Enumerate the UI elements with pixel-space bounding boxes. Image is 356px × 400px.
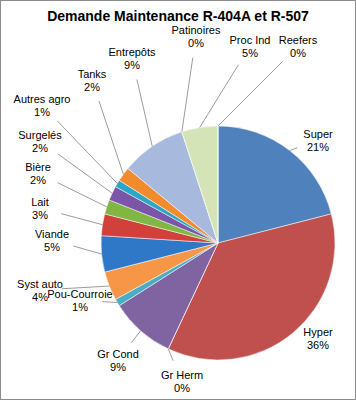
frame: [1, 1, 356, 400]
leader-line: [200, 65, 239, 128]
leader-line: [102, 302, 117, 303]
leader-line: [182, 58, 193, 132]
leader-line: [57, 121, 117, 184]
category-label: Gr Herm: [161, 369, 203, 381]
leader-line: [290, 148, 298, 151]
category-label: Bière: [25, 161, 51, 173]
category-label: Viande: [35, 228, 69, 240]
value-label: 0%: [174, 382, 190, 394]
category-label: Proc Ind: [230, 34, 271, 46]
leader-line: [58, 183, 107, 207]
leader-line: [168, 349, 173, 361]
value-label: 2%: [30, 174, 46, 186]
leader-line: [218, 62, 282, 126]
category-label: Autres agro: [14, 93, 71, 105]
value-label: 21%: [307, 141, 329, 153]
value-label: 5%: [242, 47, 258, 59]
value-label: 5%: [44, 241, 60, 253]
value-label: 36%: [307, 339, 329, 351]
leader-line: [99, 101, 123, 174]
leader-line: [61, 214, 102, 225]
value-label: 9%: [124, 59, 140, 71]
category-label: Hyper: [303, 326, 333, 338]
slice: [218, 126, 219, 243]
category-label: Super: [303, 128, 333, 140]
chart: Demande Maintenance R-404A et R-507 Super…: [0, 0, 356, 400]
value-label: 9%: [110, 361, 126, 373]
category-label: Patinoires: [172, 24, 221, 36]
category-label: Reefers: [279, 34, 318, 46]
category-label: Gr Cond: [97, 348, 139, 360]
title: Demande Maintenance R-404A et R-507: [47, 8, 309, 24]
value-label: 0%: [188, 37, 204, 49]
leader-line: [62, 286, 109, 289]
category-label: Syst auto: [17, 278, 63, 290]
category-label: Tanks: [78, 68, 107, 80]
value-label: 2%: [32, 142, 48, 154]
leader-line: [137, 79, 152, 146]
category-label: Surgelés: [18, 129, 62, 141]
category-label: Lait: [31, 196, 49, 208]
slice: [182, 126, 218, 243]
slices: [101, 126, 335, 360]
data-labels: Super21%Hyper36%Gr Herm0%Gr Cond9%Pou-Co…: [14, 24, 333, 394]
leader-line: [58, 154, 112, 193]
value-label: 3%: [32, 209, 48, 221]
value-label: 4%: [32, 291, 48, 303]
value-label: 2%: [84, 81, 100, 93]
value-label: 1%: [72, 301, 88, 313]
value-label: 1%: [34, 106, 50, 118]
leader-line: [131, 331, 140, 343]
category-label: Entrepôts: [108, 46, 156, 58]
value-label: 0%: [290, 47, 306, 59]
leader-line: [73, 246, 101, 254]
